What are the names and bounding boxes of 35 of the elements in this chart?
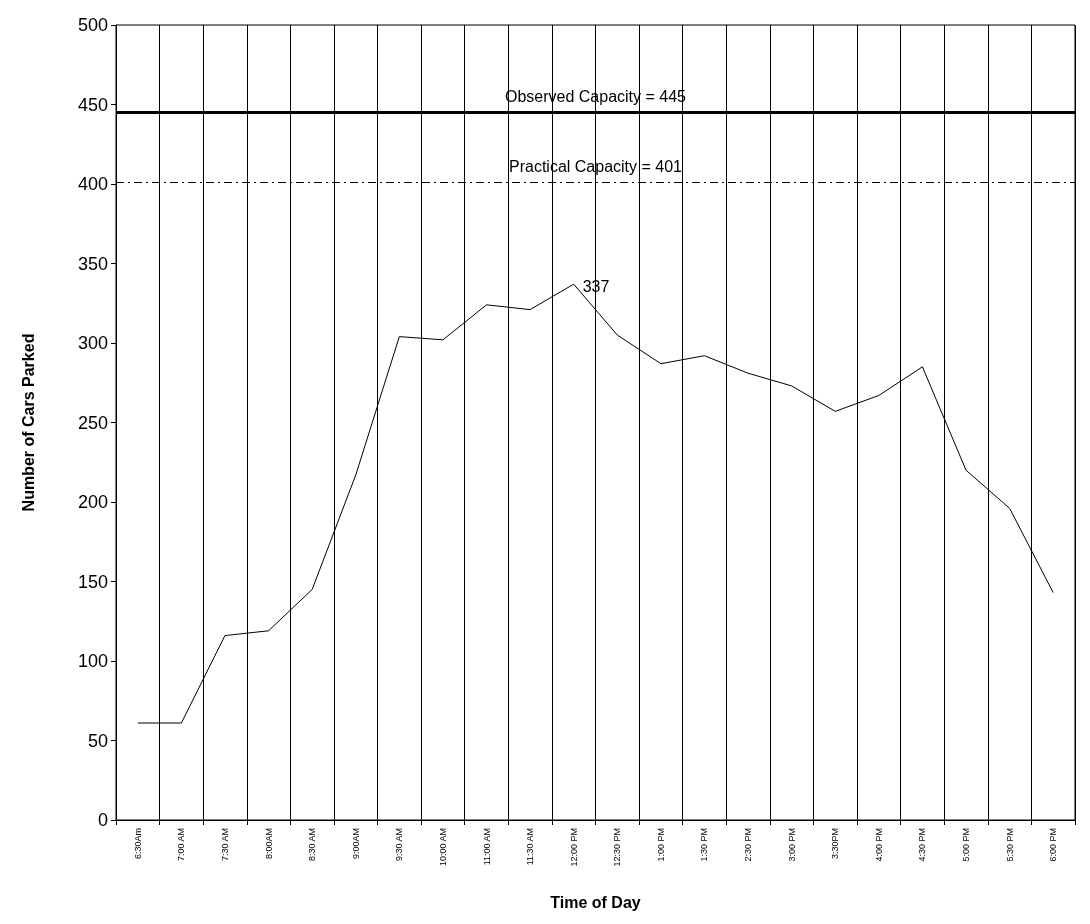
x-tick-label: 2:30 PM <box>743 828 754 862</box>
x-tick-label: 4:00 PM <box>873 828 884 862</box>
x-tick-label: 7:00 AM <box>176 828 187 862</box>
x-tick-label: 12:00 PM <box>568 828 579 867</box>
x-tick-label: 3:30PM <box>830 828 841 860</box>
x-tick-label: 6:00 PM <box>1048 828 1059 862</box>
x-tick-label: 10:00 AM <box>437 828 448 867</box>
x-tick-label: 8:30 AM <box>307 828 318 862</box>
x-tick-label: 1:00 PM <box>655 828 666 862</box>
y-tick-label: 200 <box>77 492 108 512</box>
x-tick-label: 5:00 PM <box>961 828 972 862</box>
x-tick-label: 9:00AM <box>350 828 361 860</box>
y-tick-label: 350 <box>77 253 108 274</box>
y-tick-label: 400 <box>77 174 108 194</box>
x-axis-title: Time of Day <box>550 893 641 911</box>
x-tick-label: 3:00 PM <box>786 828 797 862</box>
x-tick-label: 7:30 AM <box>219 828 230 862</box>
x-tick-label: 6:30Am <box>132 828 143 860</box>
y-tick-label: 300 <box>77 333 108 353</box>
y-tick-label: 450 <box>77 94 108 115</box>
x-tick-label: 1:30 PM <box>699 828 710 862</box>
x-tick-label: 11:30 AM <box>525 828 536 866</box>
y-tick-label: 0 <box>97 810 108 830</box>
y-axis-title: Number of Cars Parked <box>19 333 37 512</box>
y-tick-label: 100 <box>77 651 108 671</box>
y-tick-label: 250 <box>77 412 108 433</box>
y-tick-label: 150 <box>77 571 108 592</box>
y-tick-label: 500 <box>77 15 108 35</box>
x-tick-label: 9:30 AM <box>394 828 405 862</box>
x-tick-label: 12:30 PM <box>612 828 623 867</box>
x-tick-label: 5:30 PM <box>1004 828 1015 862</box>
x-tick-label: 4:30 PM <box>917 828 928 862</box>
x-tick-label: 8:00AM <box>263 828 274 860</box>
y-tick-label: 50 <box>87 730 108 751</box>
x-tick-label: 11:00 AM <box>481 828 492 866</box>
